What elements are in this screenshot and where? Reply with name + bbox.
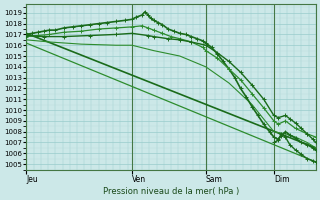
X-axis label: Pression niveau de la mer( hPa ): Pression niveau de la mer( hPa ): [103, 187, 239, 196]
